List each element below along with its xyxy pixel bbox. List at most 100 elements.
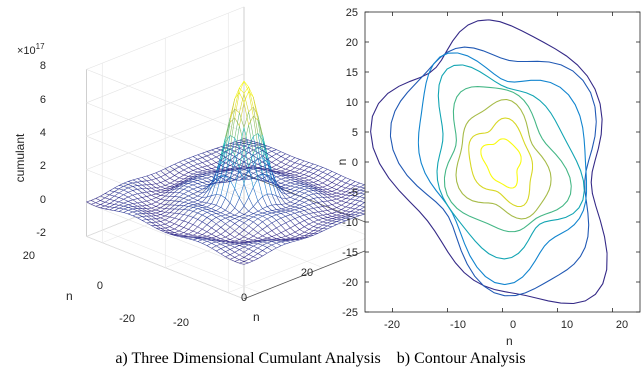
mesh-line [290, 214, 296, 219]
mesh-line [142, 191, 147, 194]
mesh-line [267, 241, 272, 244]
mesh-line [308, 166, 314, 169]
mesh-line [267, 148, 272, 152]
mesh-line [151, 218, 157, 223]
mesh-line [123, 204, 129, 207]
mesh-line [155, 227, 161, 231]
mesh-line [206, 176, 212, 179]
mesh-line [239, 125, 245, 145]
mesh-line [146, 184, 152, 189]
mesh-line [206, 209, 212, 212]
mesh-line [350, 198, 356, 201]
mesh-line [234, 162, 240, 166]
mesh-line [197, 166, 203, 169]
mesh-line [146, 222, 152, 226]
mesh-line [243, 211, 249, 215]
mesh-line [253, 232, 259, 237]
mesh-line [262, 161, 268, 166]
mesh-line [239, 169, 245, 173]
mesh-line [197, 185, 203, 188]
mesh-line [322, 228, 328, 232]
mesh-line [248, 170, 254, 174]
mesh-line [285, 182, 291, 186]
mesh-line [304, 206, 309, 210]
mesh-line [192, 230, 198, 234]
mesh-line [211, 237, 217, 240]
mesh-line [253, 152, 259, 156]
mesh-line [290, 209, 296, 212]
mesh-line [225, 236, 231, 240]
mesh-line [341, 209, 346, 212]
mesh-line [290, 190, 296, 194]
mesh-line [304, 231, 309, 234]
mesh-line [243, 144, 249, 168]
mesh-line [239, 153, 245, 157]
mesh-line [285, 168, 291, 171]
mesh-line [211, 203, 217, 206]
mesh-line [239, 257, 245, 260]
mesh-line [183, 172, 189, 176]
mesh-line [285, 205, 291, 208]
mesh-line [216, 179, 221, 183]
mesh-line [257, 174, 263, 179]
mesh-line [322, 210, 328, 215]
mesh-line [313, 197, 319, 199]
mesh-line [230, 143, 235, 147]
mesh-line [239, 222, 245, 227]
mesh-line [290, 192, 296, 196]
mesh-line [336, 198, 342, 202]
mesh-line [280, 167, 286, 170]
mesh-line [109, 194, 115, 197]
mesh-line [141, 216, 147, 220]
mesh-line [234, 251, 240, 256]
mesh-line [276, 227, 282, 233]
mesh-line [276, 242, 282, 246]
mesh-line [359, 187, 365, 191]
mesh-line [262, 148, 268, 176]
mesh-line [197, 201, 203, 205]
mesh-line [197, 210, 203, 214]
mesh-line [155, 170, 161, 173]
mesh-line [151, 201, 157, 205]
mesh-line [318, 218, 323, 221]
mesh-line [276, 195, 282, 205]
mesh-line [257, 218, 263, 223]
mesh-line [239, 176, 245, 180]
mesh-line [308, 182, 314, 186]
mesh-line [188, 183, 194, 186]
mesh-line [290, 194, 296, 198]
mesh-line [248, 167, 254, 170]
mesh-line [285, 153, 291, 156]
mesh-line [206, 238, 212, 241]
mesh-line [322, 217, 328, 219]
mesh-line [142, 219, 147, 221]
mesh-line [243, 243, 249, 246]
mesh-line [160, 199, 166, 204]
mesh-line [345, 211, 351, 215]
mesh-line [285, 201, 291, 204]
mesh-line [355, 200, 360, 205]
mesh-line [253, 235, 259, 239]
mesh-line [197, 171, 203, 174]
mesh-line [299, 187, 305, 190]
mesh-line [174, 230, 180, 233]
mesh-line [280, 183, 286, 186]
mesh-line [280, 170, 286, 173]
mesh-line [299, 195, 305, 198]
mesh-line [206, 211, 212, 213]
mesh-line [243, 173, 249, 177]
mesh-line [359, 193, 365, 198]
mesh-line [290, 175, 296, 178]
mesh-line [230, 243, 235, 246]
mesh-line [308, 209, 314, 213]
mesh-line [267, 212, 272, 215]
mesh-line [304, 180, 309, 184]
mesh-line [304, 170, 309, 173]
mesh-line [151, 178, 157, 181]
mesh-line [285, 193, 291, 198]
mesh-line [220, 248, 226, 252]
mesh-line [248, 254, 254, 257]
mesh-line [253, 229, 259, 234]
mesh-line [355, 214, 360, 216]
mesh-line [267, 178, 272, 182]
